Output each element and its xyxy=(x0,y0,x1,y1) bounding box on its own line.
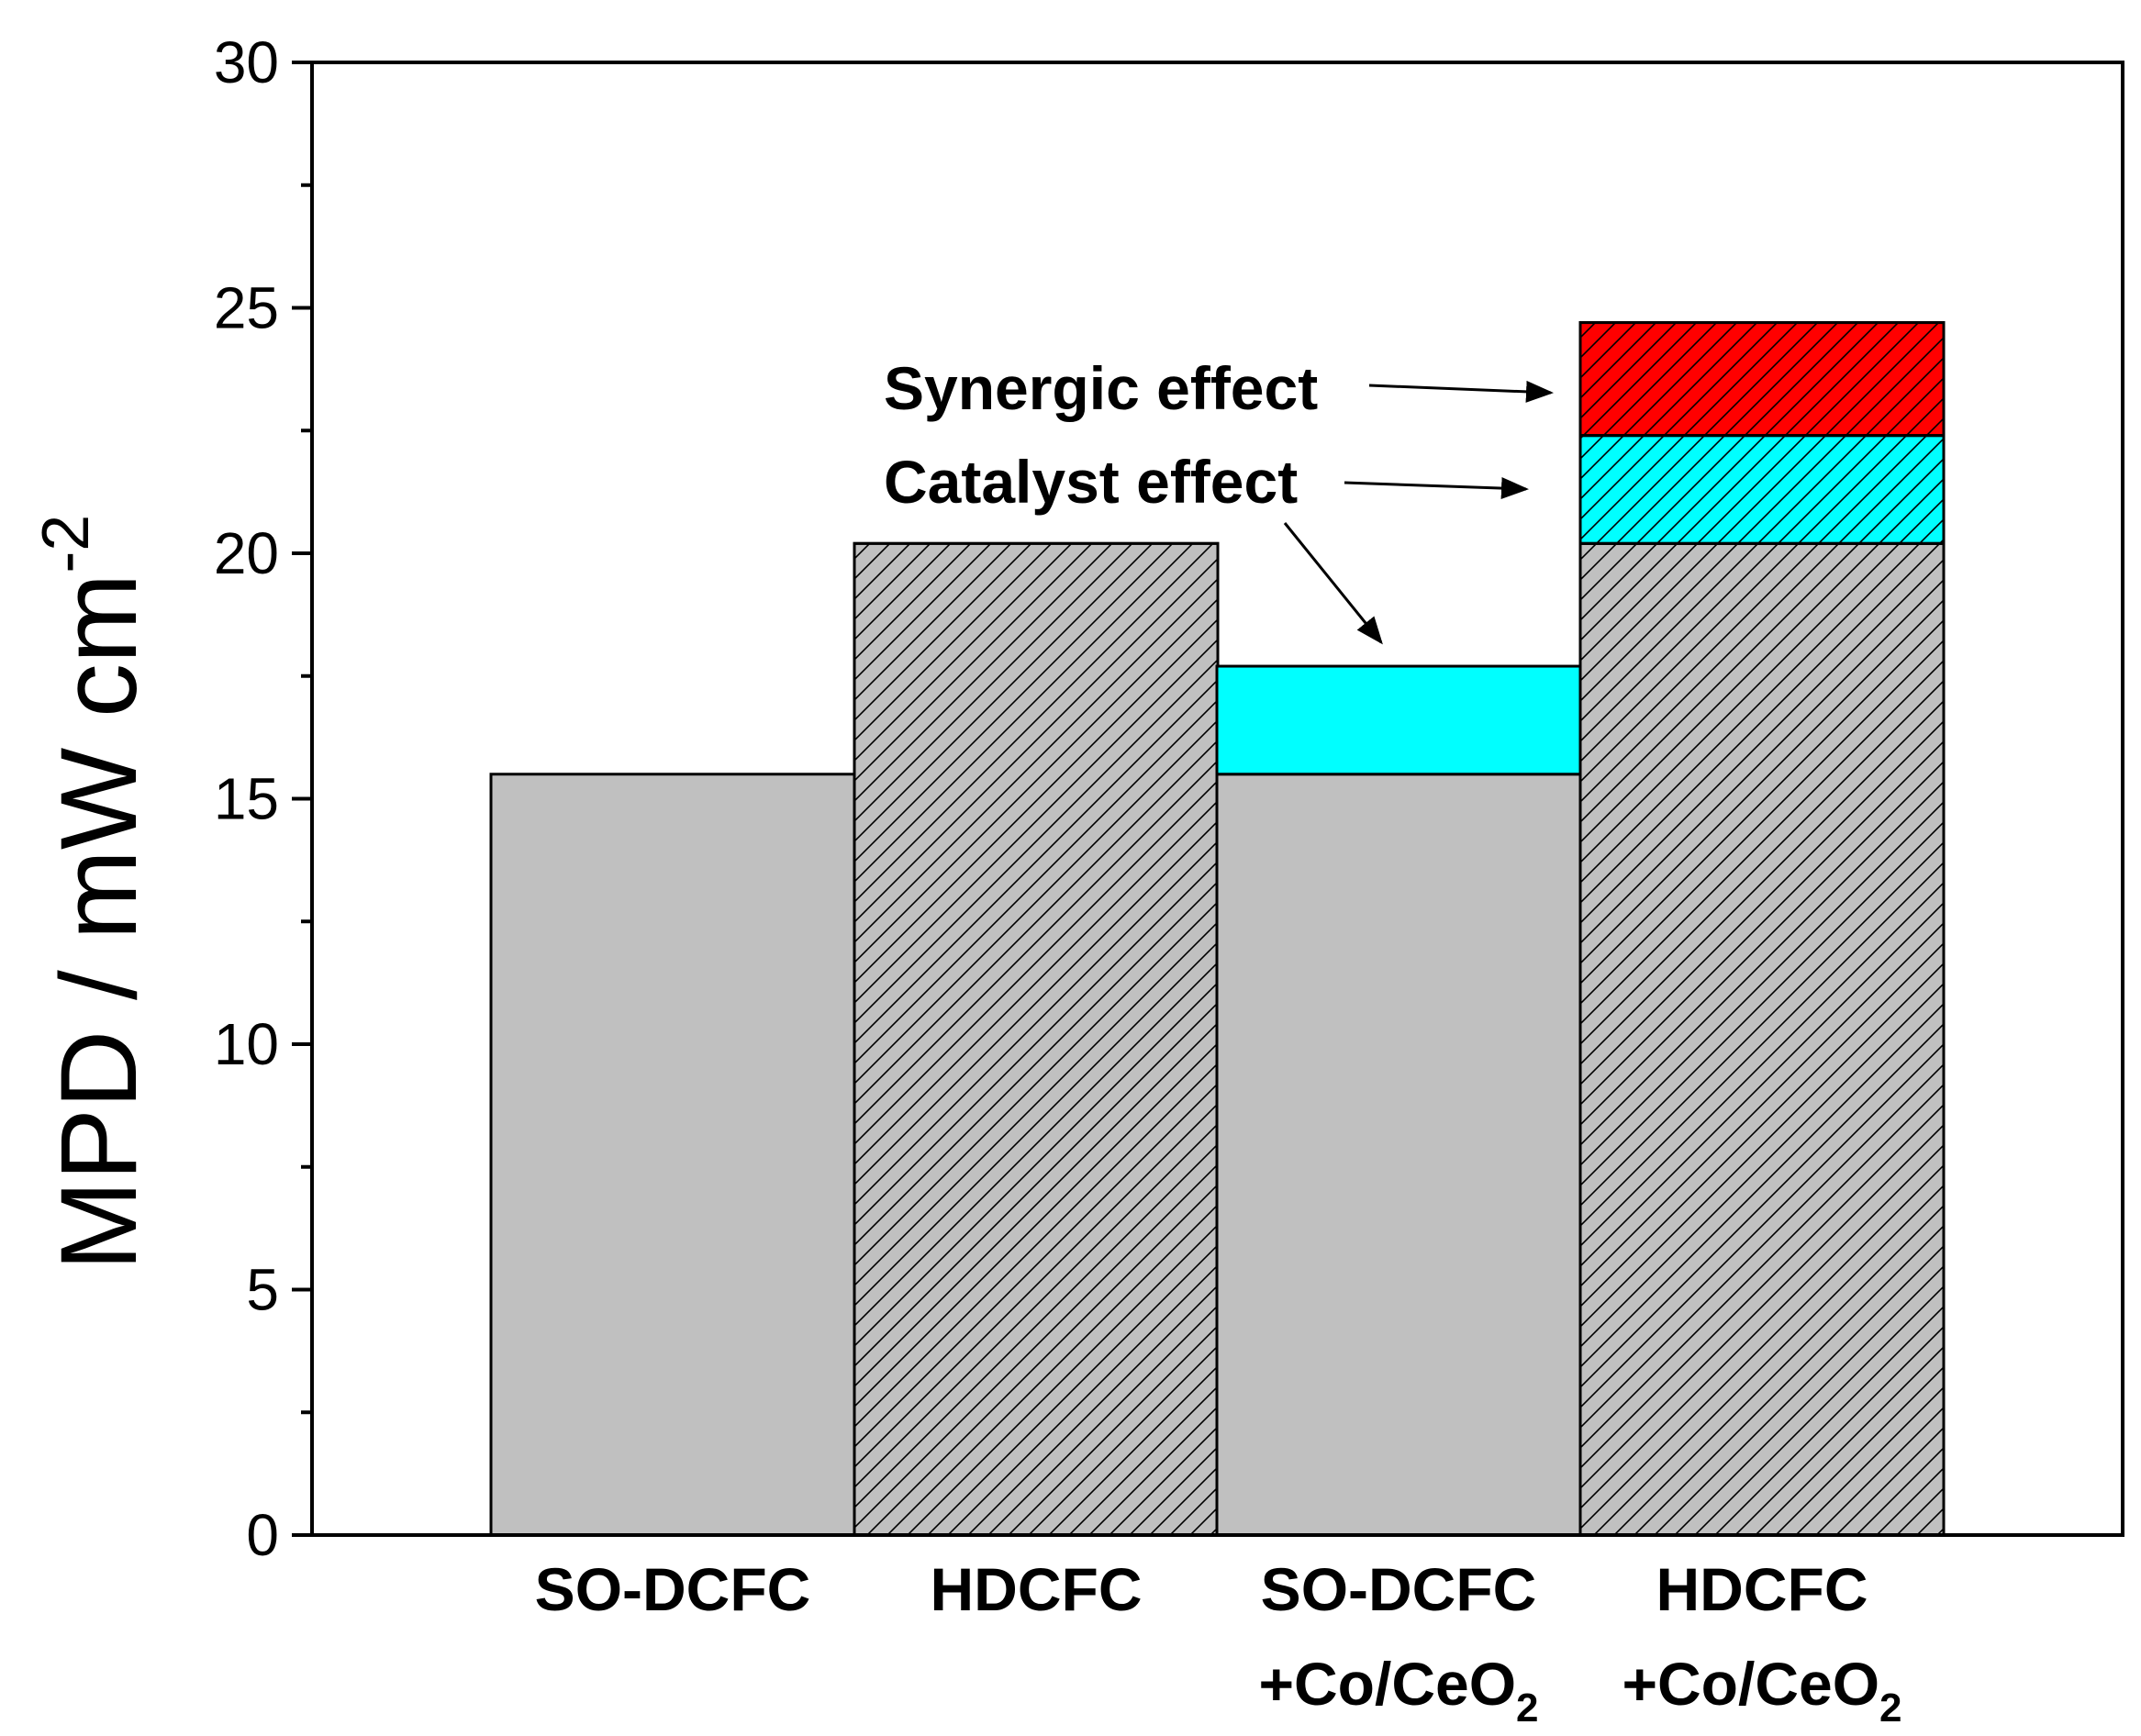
y-axis: 0 5 10 15 20 25 30 xyxy=(214,29,312,1568)
bar-4-segment-3-hatch xyxy=(1578,321,1946,438)
y-tick-label: 30 xyxy=(214,29,279,95)
bar-4-segment-1-hatch xyxy=(1578,541,1946,1537)
plot-frame xyxy=(310,61,2124,1537)
y-tick-label: 10 xyxy=(214,1011,279,1077)
category-label-line2-text: +Co/CeO xyxy=(1258,1650,1516,1718)
bar-4 xyxy=(1578,321,1946,1537)
y-axis-label-superscript: -2 xyxy=(29,515,103,573)
category-label-line2: +Co/CeO2 xyxy=(1622,1650,1901,1730)
category-label-line1: SO-DCFC xyxy=(535,1555,811,1623)
y-tick-label: 20 xyxy=(214,520,279,586)
category-label-subscript: 2 xyxy=(1516,1686,1538,1730)
bar-3 xyxy=(1215,664,1582,1537)
y-axis-label: MPD / mW cm-2 xyxy=(29,515,160,1271)
bar-1-segment-1 xyxy=(489,773,856,1537)
annotation-catalyst-arrow-down xyxy=(1283,522,1383,645)
bar-2 xyxy=(853,541,1220,1537)
y-tick-label: 25 xyxy=(214,275,279,341)
annotation-synergic-arrow xyxy=(1368,380,1554,403)
bar-4-segment-2-hatch xyxy=(1578,434,1946,545)
bar-3-segment-1 xyxy=(1215,773,1582,1537)
annotation-synergic-effect: Synergic effect xyxy=(884,354,1318,422)
category-label-line2-text: +Co/CeO xyxy=(1622,1650,1879,1718)
annotation-catalyst-arrow-right xyxy=(1344,477,1529,500)
category-label-subscript: 2 xyxy=(1879,1686,1901,1730)
bar-2-segment-1-hatch xyxy=(853,541,1220,1537)
y-tick-label: 5 xyxy=(246,1257,279,1323)
category-label-line1: HDCFC xyxy=(1656,1555,1868,1623)
bar-3-segment-2 xyxy=(1215,664,1582,776)
category-label-line1: HDCFC xyxy=(931,1555,1143,1623)
category-label-line1: SO-DCFC xyxy=(1261,1555,1537,1623)
y-tick-label: 15 xyxy=(214,766,279,832)
annotation-catalyst-effect: Catalyst effect xyxy=(884,448,1298,516)
category-label-line2: +Co/CeO2 xyxy=(1258,1650,1538,1730)
y-tick-label: 0 xyxy=(246,1502,279,1568)
bar-1 xyxy=(489,773,856,1537)
y-axis-label-main: MPD / mW cm xyxy=(39,573,160,1271)
bars-layer xyxy=(489,321,1946,1537)
